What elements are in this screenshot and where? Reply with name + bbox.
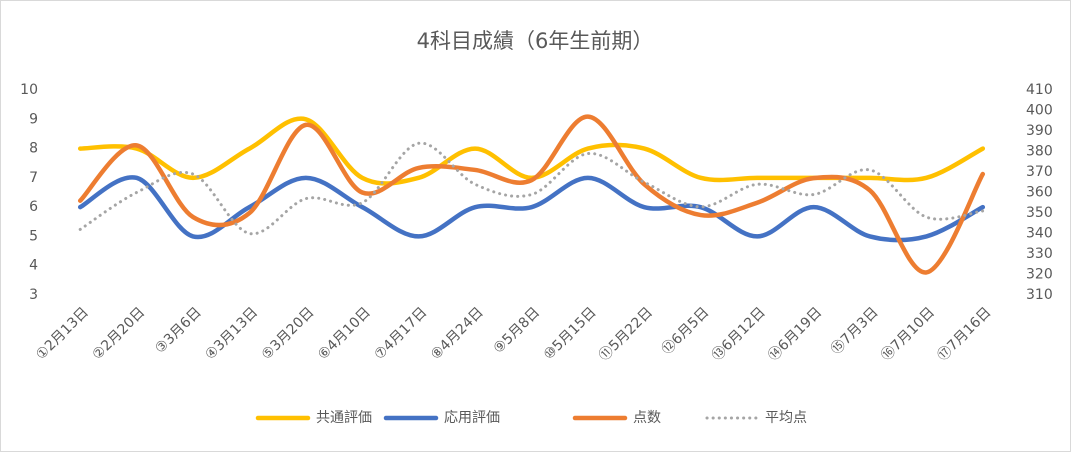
- y2-tick-label: 400: [1026, 103, 1053, 119]
- y2-tick-label: 310: [1026, 287, 1053, 303]
- y2-tick-label: 370: [1026, 164, 1053, 180]
- y-tick-label: 6: [29, 199, 38, 215]
- legend-item: 共通評価: [255, 410, 372, 426]
- y-tick-label: 4: [29, 258, 38, 274]
- chart-title: 4科目成績（6年生前期）: [417, 29, 654, 53]
- series-line: [78, 141, 985, 236]
- y2-tick-label: 330: [1026, 246, 1053, 262]
- series-line: [77, 114, 986, 275]
- y2-tick-label: 410: [1026, 82, 1053, 98]
- y2-tick-label: 340: [1026, 226, 1053, 242]
- y2-tick-label: 350: [1026, 205, 1053, 221]
- y-tick-label: 7: [29, 170, 38, 186]
- legend-label: 共通評価: [316, 410, 372, 426]
- y2-tick-label: 380: [1026, 144, 1053, 160]
- y-tick-label: 9: [29, 111, 38, 127]
- y2-tick-label: 320: [1026, 267, 1053, 283]
- y2-tick-label: 390: [1026, 123, 1053, 139]
- legend-label: 応用評価: [444, 410, 500, 426]
- legend-label: 平均点: [765, 410, 807, 426]
- y-tick-label: 8: [29, 141, 38, 157]
- legend-item: 応用評価: [383, 410, 500, 426]
- y-tick-label: 3: [29, 287, 38, 303]
- legend-item: 点数: [572, 410, 661, 426]
- legend-label: 点数: [633, 410, 661, 426]
- y-tick-label: 5: [29, 228, 38, 244]
- legend-item: 平均点: [705, 410, 807, 426]
- y-tick-label: 10: [20, 82, 38, 98]
- y2-tick-label: 360: [1026, 185, 1053, 201]
